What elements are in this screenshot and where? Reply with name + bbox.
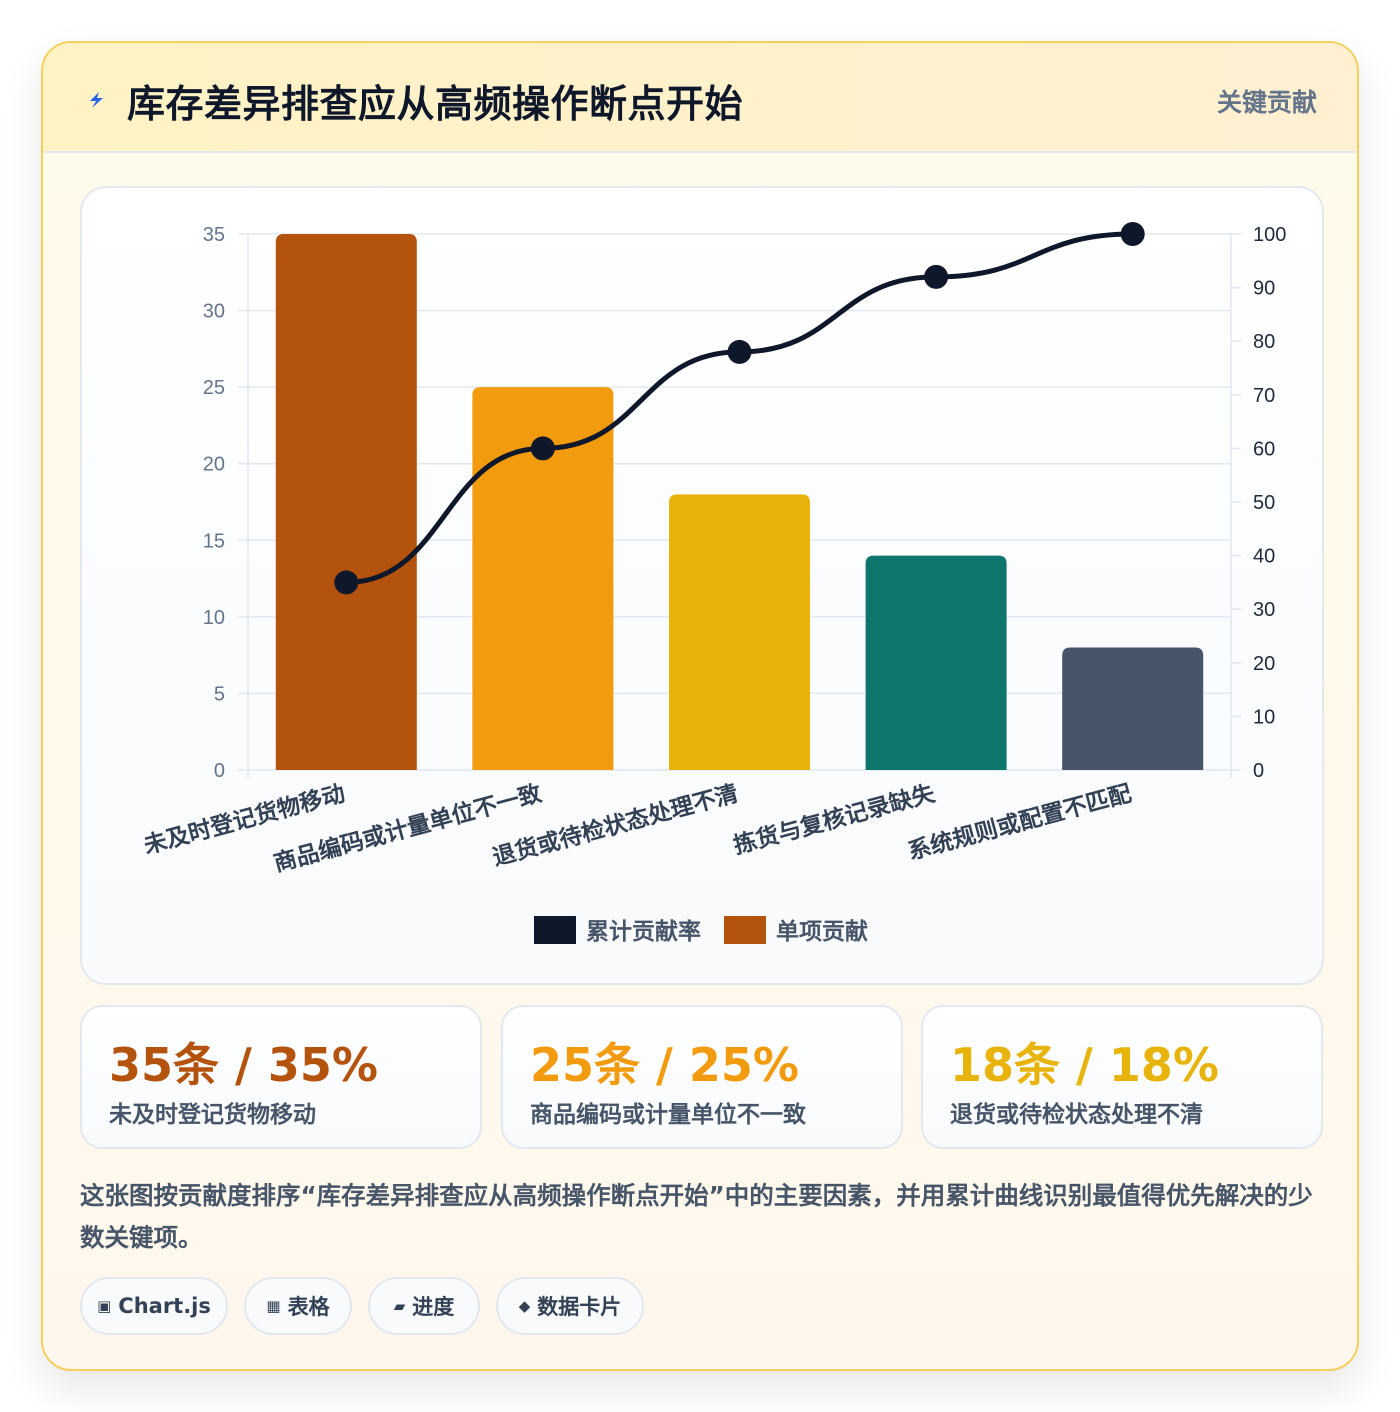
- pill-table[interactable]: ▦ 表格: [244, 1277, 352, 1335]
- bar: [472, 387, 614, 770]
- stat-value: 35条 / 35%: [109, 1038, 378, 1092]
- pill-progress[interactable]: ▰ 进度: [368, 1277, 480, 1335]
- pill-label: 进度: [412, 1295, 455, 1319]
- card-header: 库存差异排查应从高频操作断点开始 关键贡献: [43, 43, 1357, 153]
- stat-value: 25条 / 25%: [530, 1038, 799, 1092]
- chart-description: 这张图按贡献度排序“库存差异排查应从高频操作断点开始”中的主要因素，并用累计曲线…: [80, 1181, 1313, 1252]
- bar: [275, 234, 417, 770]
- y-left-tick-label: 35: [203, 224, 225, 246]
- y-left-tick-label: 30: [203, 301, 225, 323]
- pill-label: 数据卡片: [537, 1295, 622, 1319]
- legend-swatch: [534, 916, 576, 944]
- bar: [669, 494, 810, 770]
- table-icon: ▦: [266, 1297, 281, 1315]
- stat-label: 商品编码或计量单位不一致: [530, 1102, 806, 1128]
- cumulative-point: [334, 570, 359, 595]
- y-right-tick-label: 60: [1253, 438, 1275, 460]
- y-right-tick-label: 30: [1253, 599, 1275, 621]
- pill-chartjs[interactable]: ▣ Chart.js: [80, 1277, 228, 1335]
- legend-swatch: [724, 916, 766, 944]
- y-right-tick-label: 20: [1253, 653, 1275, 675]
- y-left-tick-label: 5: [214, 683, 225, 705]
- y-left-tick-label: 15: [203, 530, 225, 552]
- page-title: 库存差异排查应从高频操作断点开始: [127, 82, 744, 126]
- y-left-tick-label: 25: [203, 377, 225, 399]
- pill-data-card[interactable]: ◆ 数据卡片: [496, 1277, 644, 1335]
- bar: [1062, 647, 1204, 770]
- y-right-tick-label: 90: [1253, 278, 1275, 300]
- legend-label: 累计贡献率: [586, 918, 701, 945]
- progress-icon: ▰: [393, 1297, 406, 1315]
- header-tag: 关键贡献: [1216, 88, 1317, 117]
- cumulative-line: [346, 231, 1133, 585]
- chart-panel: 0 5 10 15 20 25 30 35 0 10 20 30 40 50 60 70 80 90 100 未及时登…: [80, 186, 1324, 985]
- y-right-tick-label: 0: [1253, 760, 1264, 782]
- pill-label: 表格: [287, 1295, 330, 1319]
- legend-label: 单项贡献: [776, 919, 868, 945]
- stat-card-3: 18条 / 18% 退货或待检状态处理不清: [921, 1005, 1323, 1149]
- stat-card-2: 25条 / 25% 商品编码或计量单位不一致: [501, 1005, 903, 1149]
- y-right-tick-label: 70: [1253, 385, 1275, 407]
- lightning-icon: [90, 92, 103, 108]
- bar: [865, 555, 1007, 770]
- cumulative-point: [1120, 222, 1145, 246]
- stat-value: 18条 / 18%: [950, 1038, 1219, 1092]
- stat-card-1: 35条 / 35% 未及时登记货物移动: [80, 1005, 482, 1149]
- y-left-tick-label: 20: [203, 454, 225, 476]
- y-left-tick-label: 10: [203, 607, 225, 629]
- stat-label: 未及时登记货物移动: [109, 1102, 316, 1128]
- x-tick-label: 系统规则或配置不匹配: [905, 780, 1134, 866]
- y-right-tick-label: 40: [1253, 546, 1275, 568]
- chart-icon: ▣: [97, 1297, 112, 1315]
- cumulative-point: [727, 339, 752, 364]
- y-right-tick-label: 100: [1253, 224, 1286, 246]
- cumulative-point: [530, 436, 555, 461]
- y-right-tick-label: 80: [1253, 331, 1275, 353]
- cumulative-point: [924, 264, 949, 289]
- diamond-icon: ◆: [518, 1297, 531, 1315]
- y-left-tick-label: 0: [214, 760, 225, 782]
- stat-label: 退货或待检状态处理不清: [950, 1102, 1203, 1128]
- chart-card: 库存差异排查应从高频操作断点开始 关键贡献 0 5 10 15 20 25 30 35 0 10 2…: [41, 41, 1359, 1371]
- y-right-tick-label: 10: [1253, 706, 1275, 728]
- pill-label: Chart.js: [118, 1294, 211, 1318]
- pareto-chart: 051015202530350102030405060708090100未及时登…: [141, 222, 1286, 945]
- y-right-tick-label: 50: [1253, 492, 1275, 514]
